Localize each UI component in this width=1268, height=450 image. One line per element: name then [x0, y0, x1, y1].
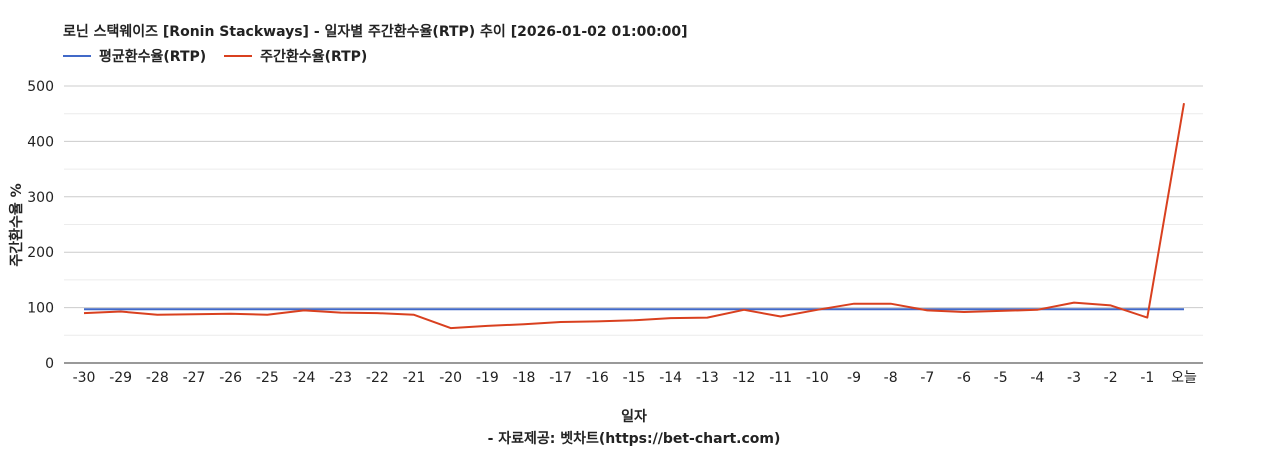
y-tick-label: 200 [27, 245, 54, 261]
y-axis-ticks: 0 100 200 300 400 500 [27, 79, 54, 372]
x-tick-label: -26 [219, 370, 242, 386]
x-tick-label: -3 [1067, 370, 1081, 386]
x-tick-label: -30 [73, 370, 96, 386]
x-tick-label: -22 [366, 370, 389, 386]
x-tick-label: -11 [769, 370, 792, 386]
x-tick-label: -14 [659, 370, 682, 386]
x-tick-label: -15 [623, 370, 646, 386]
legend-label-average: 평균환수율(RTP) [99, 49, 207, 65]
x-tick-label: -23 [329, 370, 352, 386]
x-tick-label: -28 [146, 370, 169, 386]
y-tick-label: 100 [27, 301, 54, 317]
grid-lines [64, 85, 1203, 364]
legend-swatch-average [63, 55, 91, 57]
legend-item-average[interactable]: 평균환수율(RTP) [63, 46, 206, 66]
x-tick-label: -9 [847, 370, 861, 386]
x-tick-label: -2 [1104, 370, 1118, 386]
x-tick-label: -10 [806, 370, 829, 386]
x-tick-label: -24 [293, 370, 316, 386]
series-lines [83, 103, 1185, 330]
x-tick-label: -19 [476, 370, 499, 386]
x-tick-label: -6 [957, 370, 971, 386]
x-tick-label: -18 [513, 370, 536, 386]
y-tick-label: 400 [27, 134, 54, 150]
x-tick-label: -25 [256, 370, 279, 386]
x-tick-label: -17 [549, 370, 572, 386]
source-note: - 자료제공: 벳차트(https://bet-chart.com) [487, 431, 781, 447]
x-tick-label: -8 [884, 370, 898, 386]
x-tick-label: -5 [994, 370, 1008, 386]
legend-label-weekly: 주간환수율(RTP) [260, 49, 368, 65]
legend-item-weekly[interactable]: 주간환수율(RTP) [224, 46, 367, 66]
x-tick-label: -29 [109, 370, 132, 386]
x-tick-label: -21 [403, 370, 426, 386]
x-tick-label: -16 [586, 370, 609, 386]
y-axis-title: 주간환수율 % [9, 183, 25, 267]
y-tick-label: 300 [27, 190, 54, 206]
legend-swatch-weekly [224, 55, 253, 57]
y-tick-label: 500 [27, 79, 54, 95]
x-tick-label: -4 [1030, 370, 1044, 386]
x-tick-label: -1 [1140, 370, 1154, 386]
x-tick-label: -27 [183, 370, 206, 386]
x-axis-ticks: -30 -29 -28 -27 -26 -25 -24 -23 -22 -21 -20 -19 -18-… [73, 370, 1197, 386]
x-tick-label: -13 [696, 370, 719, 386]
x-tick-label: -7 [920, 370, 934, 386]
x-tick-label: -12 [733, 370, 756, 386]
y-tick-label: 0 [45, 356, 54, 372]
x-axis-title: 일자 [621, 409, 647, 425]
legend: 평균환수율(RTP) 주간환수율(RTP) [63, 46, 385, 66]
chart-title: 로닌 스택웨이즈 [Ronin Stackways] - 일자별 주간환수율(R… [63, 24, 688, 40]
x-tick-label: 오늘 [1171, 370, 1197, 386]
series-line-weekly[interactable] [83, 103, 1185, 330]
x-tick-label: -20 [439, 370, 462, 386]
